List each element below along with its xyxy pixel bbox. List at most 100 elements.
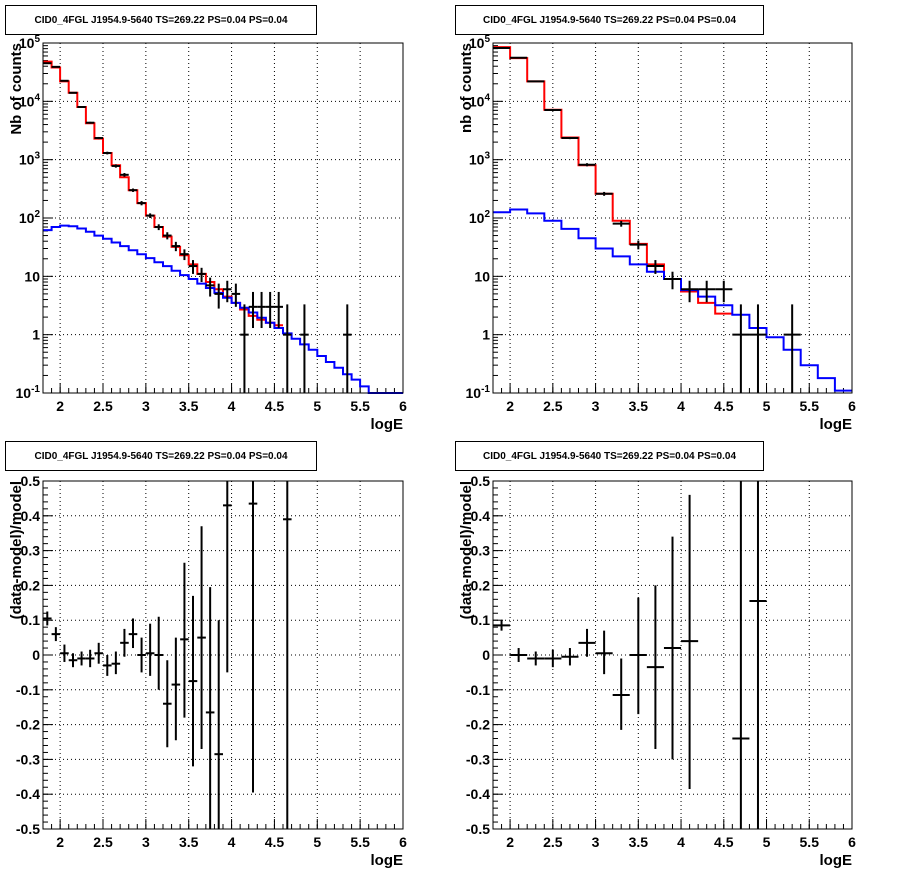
data-point (223, 481, 232, 673)
y-tick-label: 102 (19, 209, 41, 226)
x-tick-label: 3 (592, 398, 600, 414)
data-point (231, 283, 241, 307)
data-point (77, 105, 86, 108)
data-point (510, 56, 528, 59)
data-point (128, 188, 138, 192)
y-tick-label: 0.3 (471, 543, 491, 559)
y-tick-label: 103 (469, 151, 491, 168)
data-point (145, 623, 155, 676)
data-point (120, 628, 129, 657)
data-point (663, 536, 682, 760)
y-tick-label: -0.1 (16, 682, 40, 698)
data-point (493, 620, 511, 631)
data-point (240, 304, 249, 393)
y-tick-label: -0.1 (466, 682, 490, 698)
data-point (595, 191, 613, 196)
data-point (274, 291, 283, 329)
x-tick-label: 2 (56, 398, 64, 414)
data-point (68, 91, 78, 94)
y-tick-label: 0.2 (21, 577, 41, 593)
plot-frame (42, 480, 404, 830)
x-tick-label: 2.5 (543, 834, 563, 850)
x-tick-label: 5.5 (800, 834, 820, 850)
data-point (595, 630, 613, 675)
plot-frame (492, 480, 853, 830)
chart-panel-2: 2 2.5 3 3.5 4 4.5 5 5.5 6 10-1 1 10 102 103 104 105 logE… (458, 34, 856, 433)
y-tick-label: -0.2 (16, 717, 40, 733)
data-point (698, 280, 716, 303)
y-tick-label: 0.5 (471, 473, 491, 489)
y-tick-label: -0.3 (466, 751, 490, 767)
data-point (300, 304, 309, 393)
x-tick-label: 5 (313, 398, 321, 414)
x-tick-label: 2.5 (93, 398, 113, 414)
y-tick-label: 0.1 (471, 612, 491, 628)
x-tick-label: 6 (399, 398, 407, 414)
y-tick-label: 10-1 (16, 384, 41, 401)
data-point (544, 649, 562, 668)
data-point (94, 642, 103, 664)
x-tick-label: 6 (848, 398, 856, 414)
y-tick-label: 0 (482, 647, 490, 663)
y-tick-label: -0.2 (466, 717, 490, 733)
x-tick-label: 4 (677, 834, 685, 850)
y-tick-label: 10 (24, 268, 40, 284)
data-point (171, 241, 181, 252)
data-point (180, 249, 189, 261)
data-point (257, 291, 266, 329)
data-point (145, 213, 155, 218)
x-tick-label: 4 (228, 834, 236, 850)
data-point (612, 220, 630, 227)
y-tick-label: 0.4 (471, 508, 491, 524)
red-histogram-series (493, 46, 733, 315)
x-tick-label: 4.5 (265, 398, 285, 414)
y-tick-label: -0.4 (16, 786, 40, 802)
data-point (154, 616, 163, 690)
x-tick-label: 3.5 (629, 398, 649, 414)
data-point (283, 304, 292, 393)
y-tick-label: -0.5 (466, 821, 490, 837)
chart-panel-3: 2 2.5 3 3.5 4 4.5 5 5.5 6 -0.5 -0.4 -0.3 -0.2 -0.1 0 0.… (8, 473, 407, 869)
y-tick-label: 0.4 (21, 508, 41, 524)
data-point (111, 164, 121, 168)
chart-panel-4: 2 2.5 3 3.5 4 4.5 5 5.5 6 -0.5 -0.4 -0.3 -0.2 -0.1 0 0.… (458, 473, 856, 869)
plot-frame (492, 42, 853, 394)
chart-title: CID0_4FGL J1954.9-5640 TS=269.22 PS=0.04… (5, 441, 317, 471)
y-tick-label: 103 (19, 151, 41, 168)
y-tick-label: 104 (469, 92, 491, 109)
y-tick-label: 0.3 (21, 543, 41, 559)
y-tick-label: 102 (469, 209, 491, 226)
data-point (214, 283, 223, 309)
x-tick-label: 3.5 (179, 834, 199, 850)
data-point (343, 304, 352, 393)
x-tick-label: 6 (399, 834, 407, 850)
y-axis-label: nb of counts (458, 43, 475, 133)
data-point (163, 232, 172, 240)
y-tick-label: 10 (474, 268, 490, 284)
data-point (77, 651, 86, 666)
data-point (111, 651, 121, 675)
x-tick-label: 4.5 (265, 834, 285, 850)
y-tick-label: -0.4 (466, 786, 490, 802)
data-point (197, 267, 206, 282)
data-point (544, 109, 562, 112)
x-tick-label: 4.5 (714, 398, 734, 414)
x-tick-label: 5 (313, 834, 321, 850)
x-tick-label: 5 (763, 398, 771, 414)
chart-title: CID0_4FGL J1954.9-5640 TS=269.22 PS=0.04… (455, 441, 764, 471)
data-point (85, 649, 95, 668)
data-point (578, 628, 596, 657)
y-tick-label: 0 (32, 647, 40, 663)
data-point (663, 271, 682, 290)
y-tick-label: -0.3 (16, 751, 40, 767)
data-point (646, 585, 664, 749)
x-tick-label: 2 (506, 398, 514, 414)
data-point (561, 648, 579, 666)
x-tick-label: 5.5 (350, 398, 370, 414)
x-tick-label: 3 (142, 834, 150, 850)
x-axis-label: logE (820, 416, 853, 433)
y-tick-label: 0.2 (471, 577, 491, 593)
data-point (265, 291, 275, 329)
x-axis-label: logE (820, 852, 853, 869)
